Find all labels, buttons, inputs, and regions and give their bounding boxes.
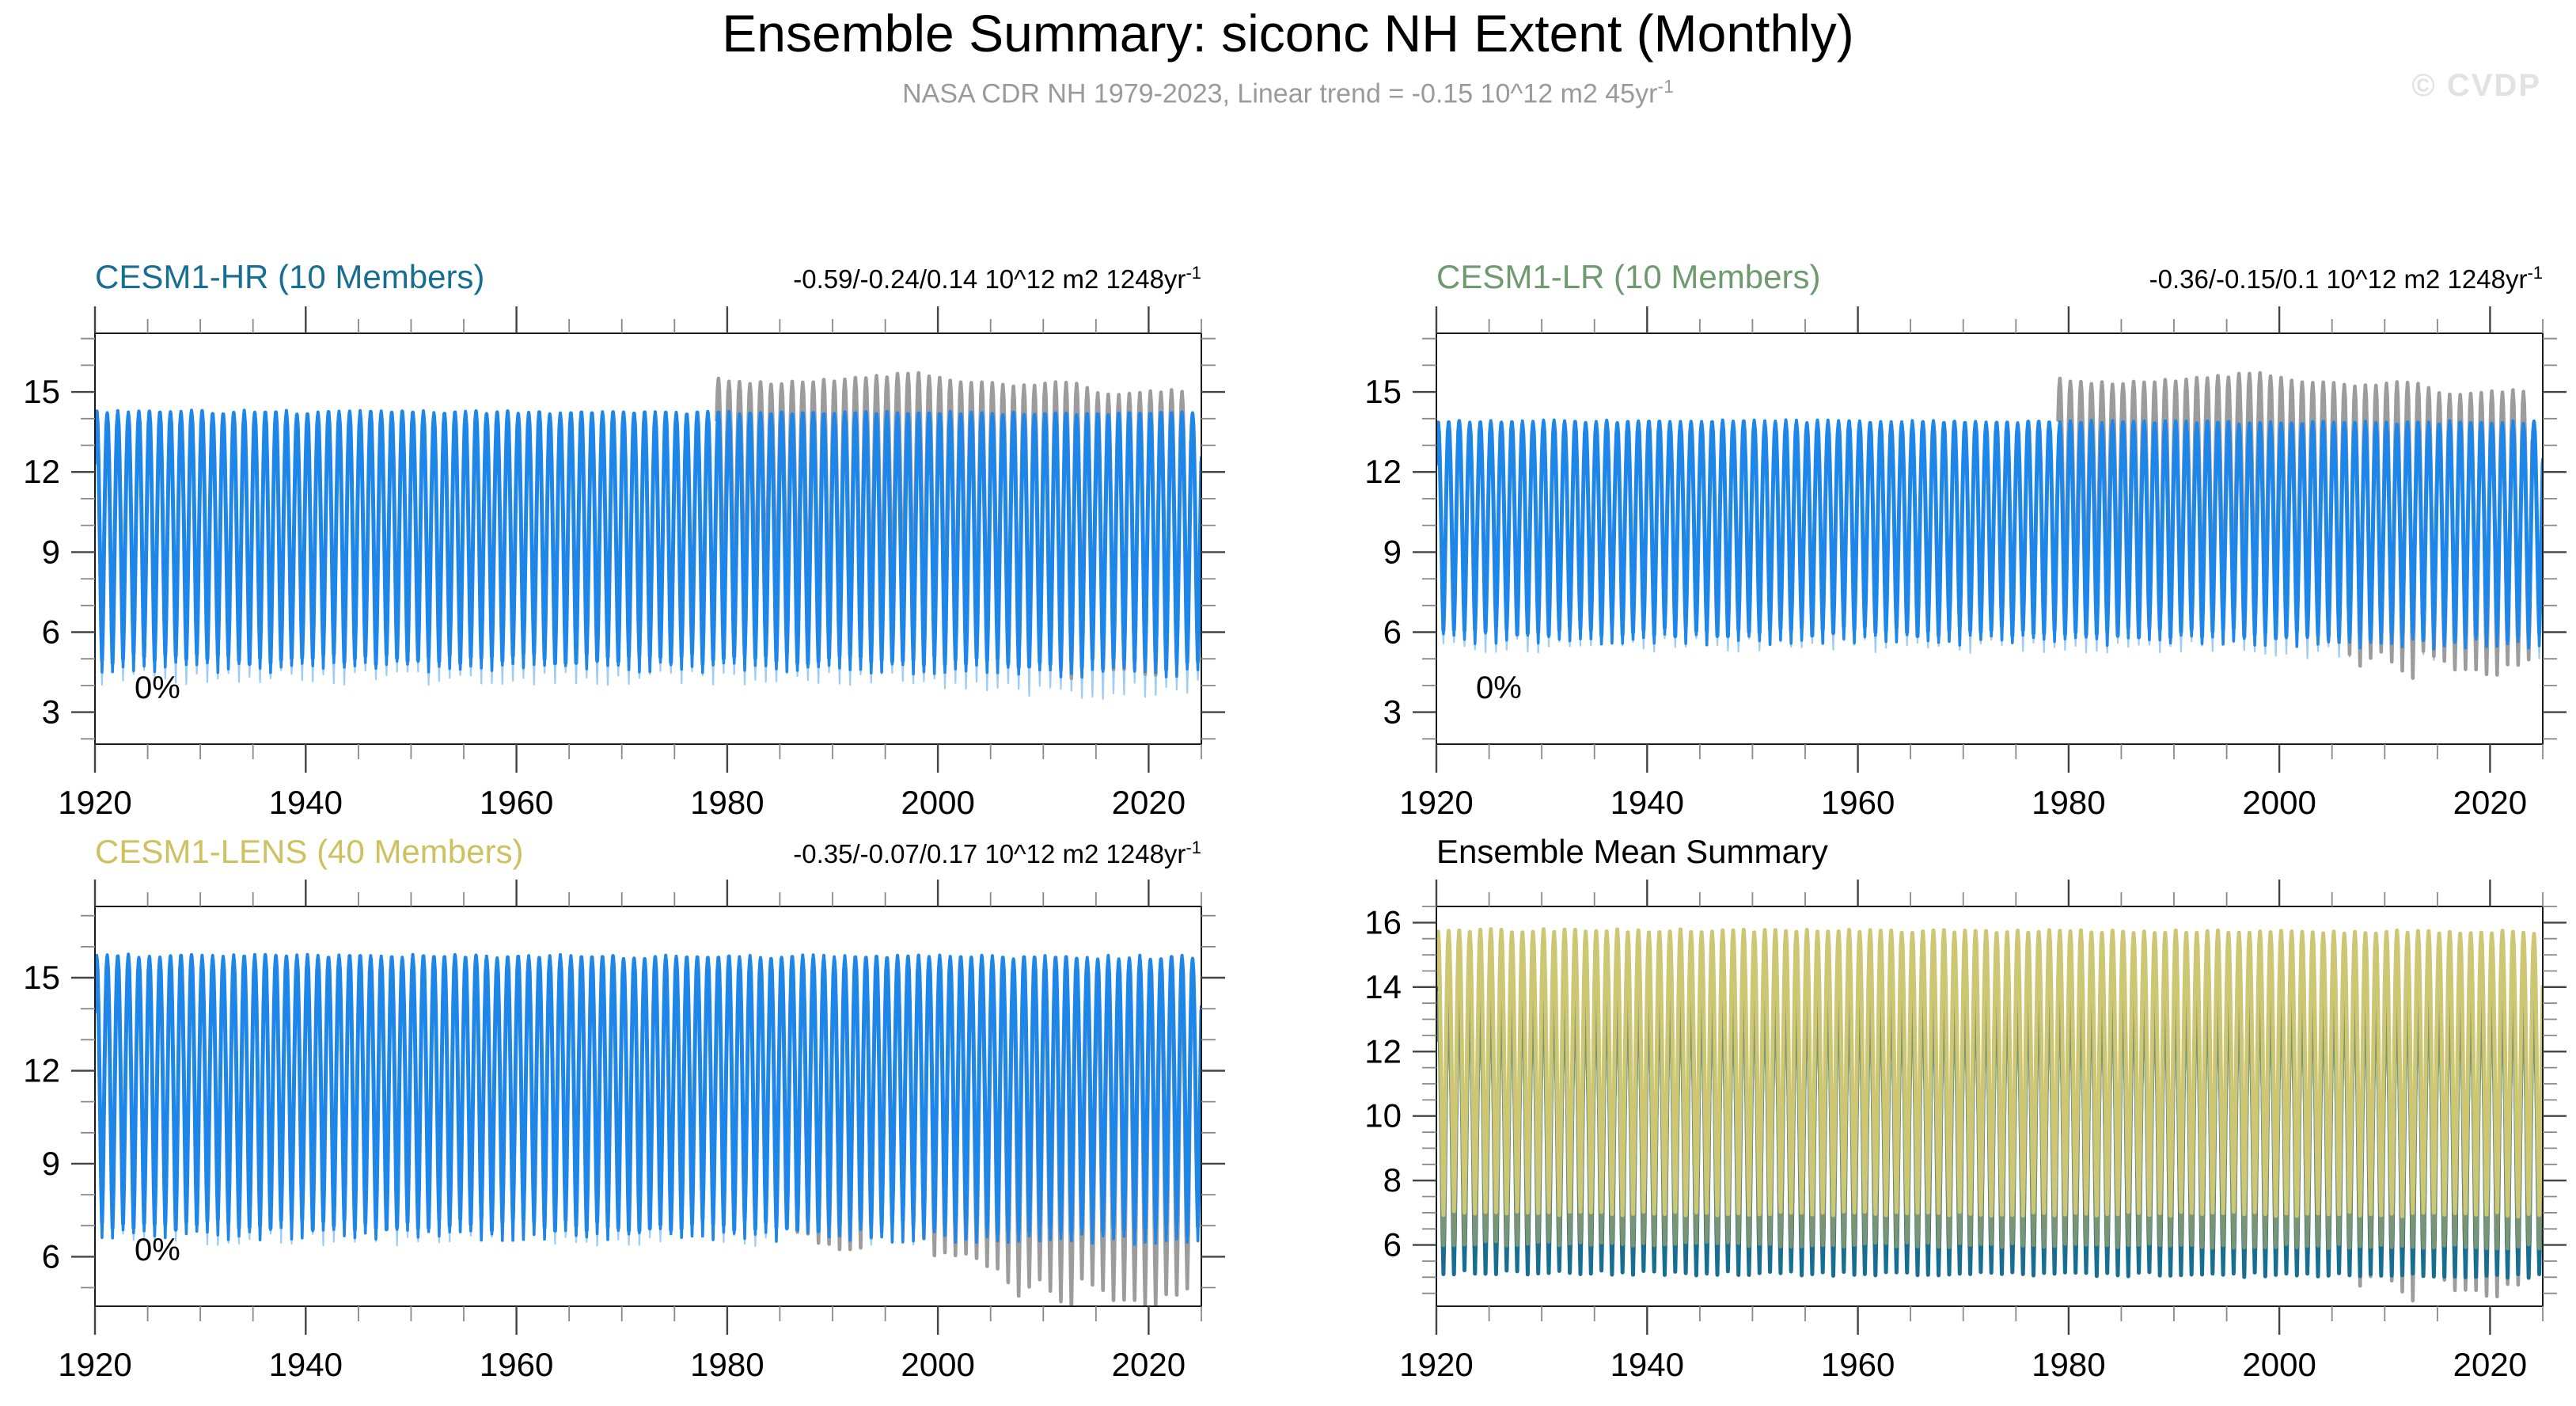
axis-ticks-cesm1-hr bbox=[71, 306, 1225, 773]
inner-percent-label: 0% bbox=[135, 671, 180, 705]
x-tick-label: 1980 bbox=[2032, 1346, 2105, 1383]
panel-header-cesm1-lens: CESM1-LENS (40 Members) -0.35/-0.07/0.17… bbox=[95, 833, 1201, 871]
x-tick-label: 1940 bbox=[269, 784, 343, 821]
x-tick-label: 2000 bbox=[901, 784, 974, 821]
mean-series-path-2 bbox=[1437, 927, 2542, 1219]
panel-header-ensemble-mean: Ensemble Mean Summary bbox=[1436, 833, 2543, 871]
x-tick-label: 1940 bbox=[1610, 784, 1684, 821]
y-tick-label: 8 bbox=[1383, 1161, 1402, 1199]
subtitle-text: NASA CDR NH 1979-2023, Linear trend = -0… bbox=[902, 78, 1658, 109]
ensemble-member-mid-path bbox=[1437, 419, 2542, 643]
y-tick-label: 16 bbox=[1364, 903, 1402, 940]
x-tick-label: 1980 bbox=[2032, 784, 2105, 821]
x-tick-label: 1980 bbox=[690, 784, 764, 821]
figure-subtitle: NASA CDR NH 1979-2023, Linear trend = -0… bbox=[0, 76, 2576, 109]
y-tick-label: 3 bbox=[1383, 694, 1402, 731]
y-tick-label: 12 bbox=[23, 453, 60, 490]
series-layer-cesm1-hr bbox=[96, 370, 1201, 700]
x-tick-label: 1960 bbox=[480, 784, 553, 821]
inner-percent-label: 0% bbox=[1476, 671, 1522, 705]
x-tick-label: 1960 bbox=[480, 1346, 553, 1383]
x-tick-label: 1920 bbox=[1399, 784, 1473, 821]
y-tick-label: 15 bbox=[23, 373, 60, 410]
series-layer-cesm1-lr bbox=[1437, 370, 2542, 680]
panel-title-ensemble-mean: Ensemble Mean Summary bbox=[1436, 833, 1828, 870]
y-tick-label: 9 bbox=[1383, 533, 1402, 570]
x-tick-label: 2000 bbox=[2242, 1346, 2316, 1383]
plot-border-cesm1-lr bbox=[1436, 332, 2544, 745]
y-tick-label: 10 bbox=[1364, 1097, 1402, 1134]
y-tick-label: 15 bbox=[23, 959, 60, 996]
x-tick-label: 1920 bbox=[58, 1346, 131, 1383]
axis-labels-ensemble-mean-summary: 1920 1940 1960 1980 2000 2020 6 8 10 12 14 16 bbox=[1364, 903, 2527, 1383]
y-tick-label: 12 bbox=[23, 1052, 60, 1089]
x-tick-label: 1920 bbox=[58, 784, 131, 821]
series-layer-ensemble-mean-summary bbox=[1437, 927, 2542, 1303]
figure-title: Ensemble Summary: siconc NH Extent (Mont… bbox=[722, 4, 1854, 63]
x-tick-label: 2000 bbox=[901, 1346, 974, 1383]
plot-border-cesm1-lens bbox=[94, 906, 1202, 1307]
plot-border-ensemble-mean-summary bbox=[1436, 906, 2544, 1307]
panel-title-cesm1-hr: CESM1-HR (10 Members) bbox=[95, 258, 485, 295]
x-tick-label: 1940 bbox=[269, 1346, 343, 1383]
ensemble-member-mid-path bbox=[96, 953, 1201, 1238]
y-tick-label: 6 bbox=[42, 614, 60, 651]
y-tick-label: 6 bbox=[1383, 614, 1402, 651]
y-tick-label: 9 bbox=[42, 533, 60, 570]
y-tick-label: 6 bbox=[1383, 1226, 1402, 1264]
y-tick-label: 6 bbox=[42, 1237, 60, 1275]
panel-header-cesm1-lr: CESM1-LR (10 Members) -0.36/-0.15/0.1 10… bbox=[1436, 258, 2543, 296]
x-tick-label: 1920 bbox=[1399, 1346, 1473, 1383]
x-tick-label: 2020 bbox=[2453, 784, 2527, 821]
panel-trend-cesm1-lens: -0.35/-0.07/0.17 10^12 m2 1248yr-1 bbox=[793, 838, 1201, 868]
y-tick-label: 9 bbox=[42, 1145, 60, 1182]
axis-ticks-cesm1-lr bbox=[1413, 306, 2567, 773]
x-tick-label: 2000 bbox=[2242, 784, 2316, 821]
y-tick-label: 15 bbox=[1364, 373, 1402, 410]
subtitle-superscript: -1 bbox=[1657, 76, 1674, 97]
y-tick-label: 14 bbox=[1364, 968, 1402, 1005]
ensemble-member-mid-path bbox=[96, 409, 1201, 672]
panel-title-cesm1-lens: CESM1-LENS (40 Members) bbox=[95, 833, 524, 870]
plot-border-cesm1-hr bbox=[94, 332, 1202, 745]
axis-ticks-ensemble-mean-summary bbox=[1413, 880, 2567, 1335]
x-tick-label: 1940 bbox=[1610, 1346, 1684, 1383]
panel-header-cesm1-hr: CESM1-HR (10 Members) -0.59/-0.24/0.14 1… bbox=[95, 258, 1201, 296]
y-tick-label: 12 bbox=[1364, 453, 1402, 490]
panel-title-cesm1-lr: CESM1-LR (10 Members) bbox=[1436, 258, 1821, 295]
axis-labels-cesm1-hr: 1920 1940 1960 1980 2000 2020 3 6 9 12 15 0% bbox=[23, 373, 1186, 821]
x-tick-label: 1960 bbox=[1821, 784, 1895, 821]
x-tick-label: 1980 bbox=[690, 1346, 764, 1383]
y-tick-label: 12 bbox=[1364, 1032, 1402, 1070]
x-tick-label: 2020 bbox=[1112, 784, 1186, 821]
x-tick-label: 2020 bbox=[2453, 1346, 2527, 1383]
panel-trend-cesm1-hr: -0.59/-0.24/0.14 10^12 m2 1248yr-1 bbox=[793, 263, 1201, 294]
axis-labels-cesm1-lens: 1920 1940 1960 1980 2000 2020 6 9 12 15 0% bbox=[23, 959, 1186, 1383]
axis-labels-cesm1-lr: 1920 1940 1960 1980 2000 2020 3 6 9 12 15 0% bbox=[1364, 373, 2527, 821]
x-tick-label: 1960 bbox=[1821, 1346, 1895, 1383]
panel-trend-cesm1-lr: -0.36/-0.15/0.1 10^12 m2 1248yr-1 bbox=[2149, 263, 2543, 294]
x-tick-label: 2020 bbox=[1112, 1346, 1186, 1383]
axis-ticks-cesm1-lens bbox=[71, 880, 1225, 1335]
y-tick-label: 3 bbox=[42, 694, 60, 731]
cvdp-watermark: © CVDP bbox=[2411, 68, 2541, 103]
inner-percent-label: 0% bbox=[135, 1233, 180, 1267]
series-layer-cesm1-lens bbox=[96, 952, 1201, 1305]
